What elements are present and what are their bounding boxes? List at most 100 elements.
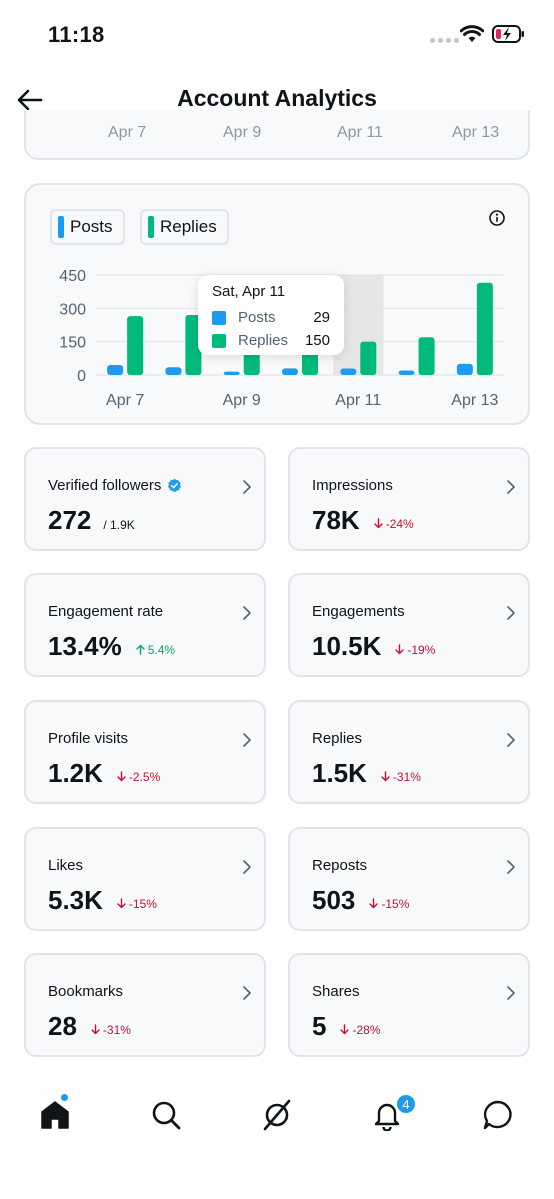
metric-card-likes[interactable]: Likes 5.3K -15% [24,827,266,931]
chevron-right-icon [243,860,251,874]
wifi-icon [460,25,484,42]
metric-change: -31% [381,770,421,784]
metric-label: Verified followers [48,477,162,494]
bar-replies [127,316,144,375]
metric-change-value: 5.4% [147,642,176,657]
home-unread-dot [60,1093,69,1102]
metric-change: -15% [369,897,409,911]
metric-value-row: 5.3K -15% [48,885,157,916]
metric-value: 272 [48,505,92,535]
chart-tooltip: Sat, Apr 11 Posts 29 Replies 150 [198,275,344,355]
metric-value-row: 28 -31% [48,1011,131,1042]
metric-label-row: Likes [48,857,83,874]
legend-posts-label: Posts [70,217,113,236]
chevron-right-icon [243,733,251,747]
metric-label-row: Replies [312,730,362,747]
bar-replies [360,341,377,375]
legend-posts[interactable]: Posts [50,209,125,245]
bar-posts [165,367,182,375]
arrow-left-icon [17,89,43,111]
metric-label: Bookmarks [48,983,124,1000]
metric-value: 1.5K [312,758,367,788]
bar-posts [223,371,240,375]
metric-label-row: Verified followers [48,477,182,494]
x-tick-label: Apr 11 [335,392,381,409]
arrow-down-icon [369,898,379,909]
metric-change-value: -24% [385,516,414,531]
metric-value: 78K [312,505,360,535]
metric-value: 503 [312,885,356,915]
status-time: 11:18 [48,22,105,47]
legend-replies[interactable]: Replies [140,209,229,245]
tooltip-replies-value: 150 [304,332,330,349]
metric-card-engagements[interactable]: Engagements 10.5K -19% [288,573,530,677]
signal-icon [430,38,459,43]
tooltip-replies-label: Replies [238,332,289,349]
notification-badge: 4 [395,1093,417,1115]
chevron-right-icon [507,986,515,1000]
metric-change: -2.5% [117,770,160,784]
metric-label: Profile visits [48,730,129,747]
bar-posts [456,363,473,375]
legend-replies-label: Replies [160,217,217,236]
bar-posts [282,368,298,375]
tab-home[interactable] [25,1080,85,1150]
metric-value-row: 5 -28% [312,1011,380,1042]
metric-change-value: -15% [381,896,410,911]
tab-grok[interactable] [247,1080,307,1150]
tooltip-row-posts: Posts 29 [212,306,330,329]
previous-chart-tick: Apr 7 [108,124,147,141]
grok-icon [263,1099,291,1131]
metric-label: Likes [48,857,84,874]
metric-change: -31% [91,1023,131,1037]
metric-label: Impressions [312,477,393,494]
tooltip-posts-label: Posts [238,309,276,326]
legend-posts-swatch [58,216,64,238]
metric-card-impressions[interactable]: Impressions 78K -24% [288,447,530,551]
chevron-right-icon [243,480,251,494]
metric-value-row: 272 / 1.9K [48,505,135,536]
tab-search[interactable] [136,1080,196,1150]
legend-replies-swatch [148,216,154,238]
metric-value-row: 1.2K -2.5% [48,758,160,789]
metric-change-value: -31% [102,1022,131,1037]
metric-change: -19% [395,643,435,657]
metric-label: Replies [312,730,363,747]
metric-card-shares[interactable]: Shares 5 -28% [288,953,530,1057]
metric-total: / 1.9K [103,518,135,532]
metric-label-row: Engagements [312,603,405,620]
metric-label: Reposts [312,857,368,874]
home-icon [41,1101,69,1129]
previous-chart-card: Apr 7 Apr 9 Apr 11 Apr 13 [24,110,530,160]
arrow-down-icon [91,1024,100,1035]
y-tick-label: 0 [77,368,86,385]
info-icon[interactable] [488,209,506,227]
tab-notifications[interactable] [357,1080,417,1150]
metric-value-row: 13.4% 5.4% [48,631,175,662]
metric-card-profile-visits[interactable]: Profile visits 1.2K -2.5% [24,700,266,804]
previous-chart-tick: Apr 11 [337,124,383,141]
page-title: Account Analytics [177,85,377,111]
bar-replies [185,315,202,375]
metric-card-verified-followers[interactable]: Verified followers 272 / 1.9K [24,447,266,551]
metric-value: 5.3K [48,885,103,915]
tab-messages[interactable] [468,1080,528,1150]
tooltip-date: Sat, Apr 11 [212,283,286,300]
tooltip-posts-value: 29 [313,309,330,326]
bar-posts [340,368,357,375]
metric-card-reposts[interactable]: Reposts 503 -15% [288,827,530,931]
metric-change-value: -28% [352,1022,381,1037]
back-button[interactable] [10,80,50,120]
verified-badge-icon [168,478,182,492]
arrow-down-icon [395,644,405,655]
bar-replies [476,282,493,375]
metric-card-bookmarks[interactable]: Bookmarks 28 -31% [24,953,266,1057]
arrow-up-icon [136,644,145,655]
metric-card-engagement-rate[interactable]: Engagement rate 13.4% 5.4% [24,573,266,677]
arrow-down-icon [117,771,126,782]
x-tick-label: Apr 9 [223,392,261,409]
metric-label: Engagement rate [48,603,164,620]
metric-card-replies[interactable]: Replies 1.5K -31% [288,700,530,804]
metric-value-row: 10.5K -19% [312,631,435,662]
metric-label-row: Bookmarks [48,983,123,1000]
